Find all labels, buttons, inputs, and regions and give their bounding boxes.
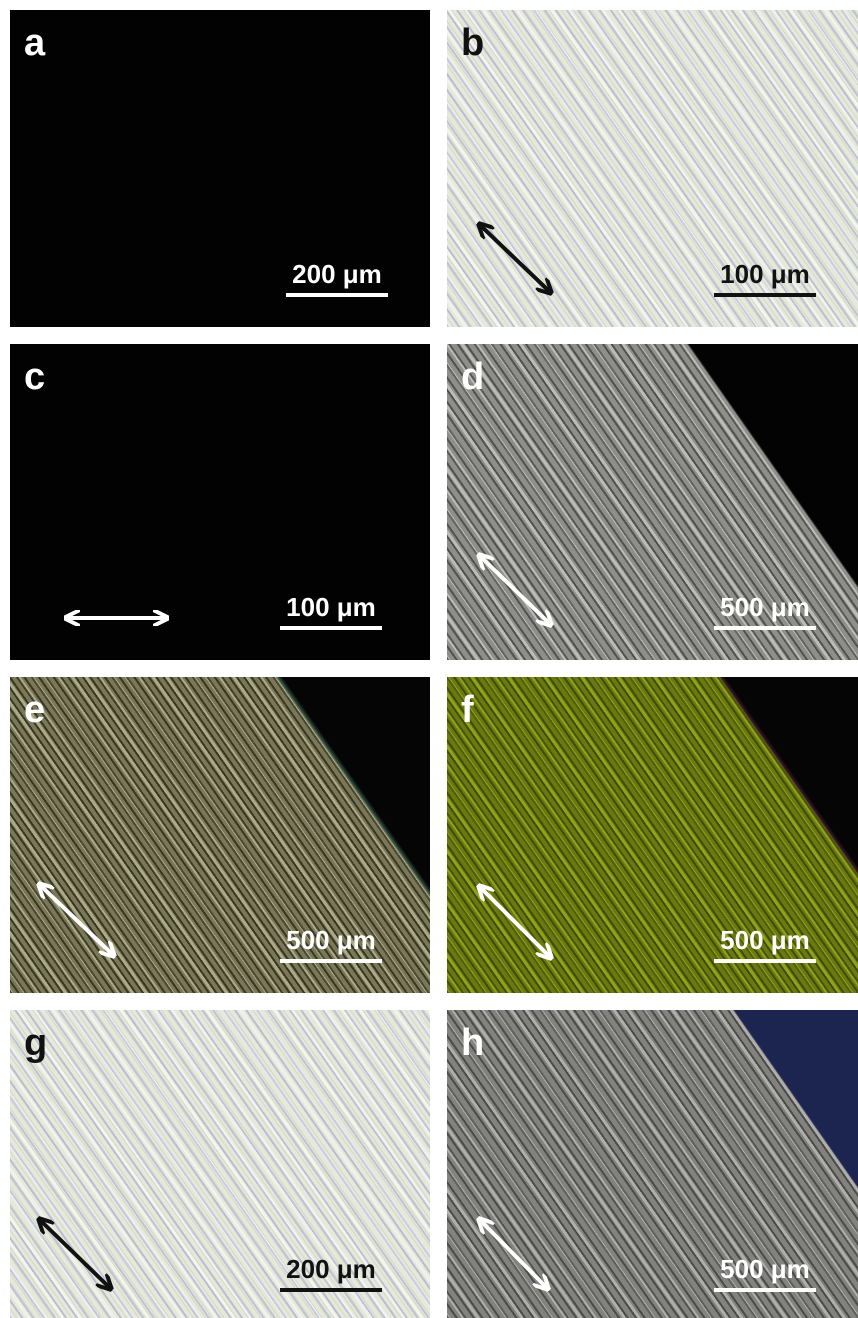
panel: e 500 μm bbox=[10, 677, 430, 993]
panel: c 100 μm bbox=[10, 344, 430, 660]
scale-text: 500 μm bbox=[286, 926, 376, 955]
scale-bar: 200 μm bbox=[286, 260, 388, 297]
panel: a 200 μm bbox=[10, 10, 430, 327]
scale-bar: 500 μm bbox=[714, 1255, 816, 1292]
scale-bar: 100 μm bbox=[714, 260, 816, 297]
panel: d 500 μm bbox=[447, 344, 858, 660]
scale-text: 100 μm bbox=[286, 593, 376, 622]
scale-text: 500 μm bbox=[720, 926, 810, 955]
scale-text: 100 μm bbox=[720, 260, 810, 289]
panel-label: a bbox=[24, 24, 45, 62]
scale-text: 200 μm bbox=[292, 260, 382, 289]
scale-bar: 500 μm bbox=[280, 926, 382, 963]
scale-text: 200 μm bbox=[286, 1255, 376, 1284]
figure: a 200 μm b 100 μm c 100 μm d 500 μm e 50… bbox=[0, 0, 858, 1318]
panel: b 100 μm bbox=[447, 10, 858, 327]
panel: g 200 μm bbox=[10, 1010, 430, 1318]
scale-bar: 500 μm bbox=[714, 926, 816, 963]
panel: h 500 μm bbox=[447, 1010, 858, 1318]
scale-bar: 200 μm bbox=[280, 1255, 382, 1292]
scale-text: 500 μm bbox=[720, 593, 810, 622]
scale-bar: 500 μm bbox=[714, 593, 816, 630]
scale-bar: 100 μm bbox=[280, 593, 382, 630]
scale-text: 500 μm bbox=[720, 1255, 810, 1284]
panel: f 500 μm bbox=[447, 677, 858, 993]
